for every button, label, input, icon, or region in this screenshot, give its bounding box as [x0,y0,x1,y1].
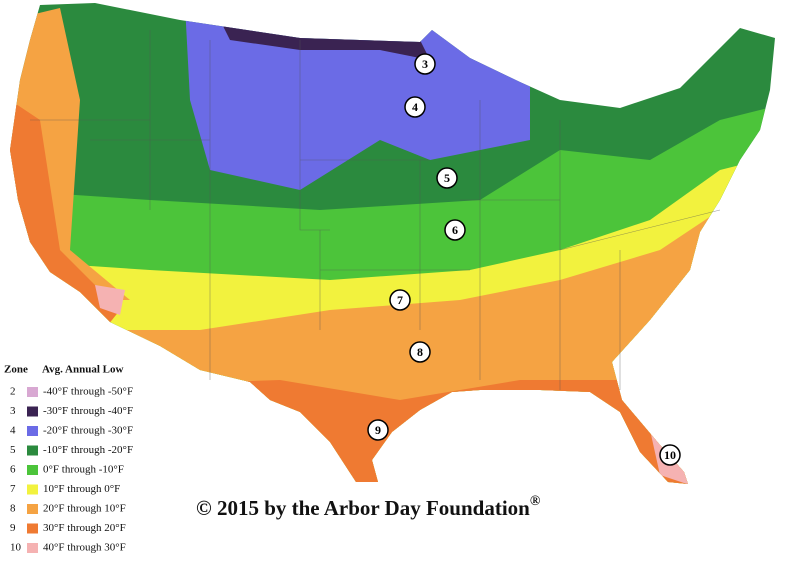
zone-region [95,285,125,315]
legend-swatch [27,484,38,495]
copyright-mark: ® [530,494,541,509]
zone-marker-label: 10 [664,448,676,462]
legend-swatch [27,465,38,475]
legend-zone: 8 [10,503,16,515]
zone-marker-label: 5 [444,171,450,185]
zone-marker [444,219,466,241]
legend-zone: 2 [10,386,16,398]
zone-marker [367,419,389,441]
legend-swatch [27,387,38,397]
legend-swatch [27,543,38,553]
zone-marker-label: 4 [412,100,418,114]
legend-label: -20°F through -30°F [43,425,133,437]
legend-swatch [27,523,38,534]
zone-marker [409,341,431,363]
legend-zone: 4 [10,425,16,437]
zone-marker-label: 6 [452,223,458,237]
legend-label: 20°F through 10°F [43,503,126,515]
zone-region [185,5,530,190]
legend-swatch [27,445,38,456]
legend-zone: 6 [10,464,16,476]
legend-zone: 5 [10,444,16,456]
copyright-text: © 2015 by the Arbor Day Foundation [196,496,530,520]
copyright: © 2015 by the Arbor Day Foundation® [196,494,541,520]
legend-label: 30°F through 20°F [43,522,126,534]
legend-label: -40°F through -50°F [43,386,133,398]
legend-swatch [27,504,38,514]
zone-marker [404,96,426,118]
legend-label: -30°F through -40°F [43,405,133,417]
state-borders [30,30,721,390]
map-labels: 3 4 5 6 7 8 9 10 [367,53,681,466]
zone-marker [414,53,436,75]
legend: Zone Avg. Annual Low 2 -40°F through -50°… [4,364,133,554]
legend-label: 40°F through 30°F [43,542,126,554]
legend-header-zone: Zone [4,364,28,376]
legend-label: 0°F through -10°F [43,464,124,476]
legend-zone: 9 [10,522,16,534]
zone-marker-label: 7 [397,293,403,307]
zone-marker-label: 9 [375,423,381,437]
legend-swatch [27,426,38,436]
zone-marker [436,167,458,189]
legend-swatch [27,406,38,417]
legend-header-low: Avg. Annual Low [42,364,123,376]
zone-marker-label: 8 [417,345,423,359]
zone-marker [659,444,681,466]
legend-label: -10°F through -20°F [43,444,133,456]
zone-marker-label: 3 [422,57,428,71]
legend-zone: 3 [10,405,16,417]
legend-zone: 10 [10,542,22,554]
zone-marker [389,289,411,311]
legend-zone: 7 [10,483,16,495]
legend-label: 10°F through 0°F [43,483,120,495]
